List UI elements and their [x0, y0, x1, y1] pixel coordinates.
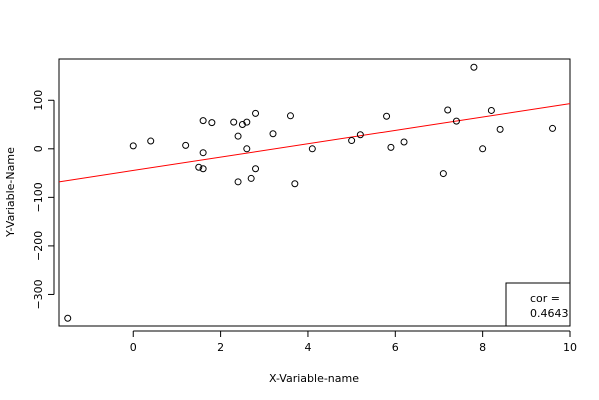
- data-point: [549, 124, 557, 132]
- y-axis-title: Y-Variable-Name: [4, 147, 17, 238]
- y-tick-label: −300: [32, 279, 45, 309]
- y-tick-label: −100: [32, 182, 45, 212]
- data-point: [479, 145, 487, 153]
- data-point: [247, 174, 255, 182]
- data-point: [387, 143, 395, 151]
- data-point: [243, 145, 251, 153]
- y-tick-label: 0: [32, 145, 45, 152]
- legend-value: 0.4643: [530, 307, 569, 320]
- data-point: [291, 180, 299, 188]
- data-point: [129, 142, 137, 150]
- x-axis-title: X-Variable-name: [269, 372, 359, 385]
- data-point: [496, 125, 504, 133]
- data-point: [147, 137, 155, 145]
- data-point: [234, 132, 242, 140]
- legend-box: [505, 282, 571, 327]
- data-point: [208, 119, 216, 127]
- data-point: [356, 131, 364, 139]
- data-point: [286, 112, 294, 120]
- x-tick-label: 8: [479, 341, 486, 354]
- x-tick-label: 2: [217, 341, 224, 354]
- data-point: [199, 149, 207, 157]
- data-point: [269, 130, 277, 138]
- legend-label: cor =: [530, 292, 560, 305]
- data-point: [487, 106, 495, 114]
- x-tick-label: 0: [130, 341, 137, 354]
- x-axis: 0 2 4 6 8 10: [130, 330, 577, 354]
- data-point: [470, 63, 478, 71]
- data-point: [182, 141, 190, 149]
- data-point: [230, 118, 238, 126]
- data-points: [64, 63, 557, 322]
- data-point: [199, 165, 207, 173]
- data-point: [243, 118, 251, 126]
- data-point: [234, 178, 242, 186]
- data-point: [308, 145, 316, 153]
- data-point: [444, 106, 452, 114]
- regression-line: [58, 103, 571, 183]
- data-point: [383, 112, 391, 120]
- data-point: [252, 109, 260, 117]
- correlation-legend: cor = 0.4643: [505, 282, 571, 327]
- data-point: [452, 117, 460, 125]
- x-tick-label: 10: [563, 341, 577, 354]
- plot-frame: [58, 58, 571, 327]
- data-point: [195, 163, 203, 171]
- data-point: [439, 170, 447, 178]
- data-point: [348, 137, 356, 145]
- x-tick-label: 6: [392, 341, 399, 354]
- y-tick-label: −200: [32, 231, 45, 261]
- data-point: [64, 314, 72, 322]
- x-tick-label: 4: [304, 341, 311, 354]
- data-point: [400, 138, 408, 146]
- y-axis: 100 0 −100 −200 −300: [32, 90, 55, 310]
- data-point: [199, 117, 207, 125]
- y-tick-label: 100: [32, 90, 45, 111]
- data-point: [252, 165, 260, 173]
